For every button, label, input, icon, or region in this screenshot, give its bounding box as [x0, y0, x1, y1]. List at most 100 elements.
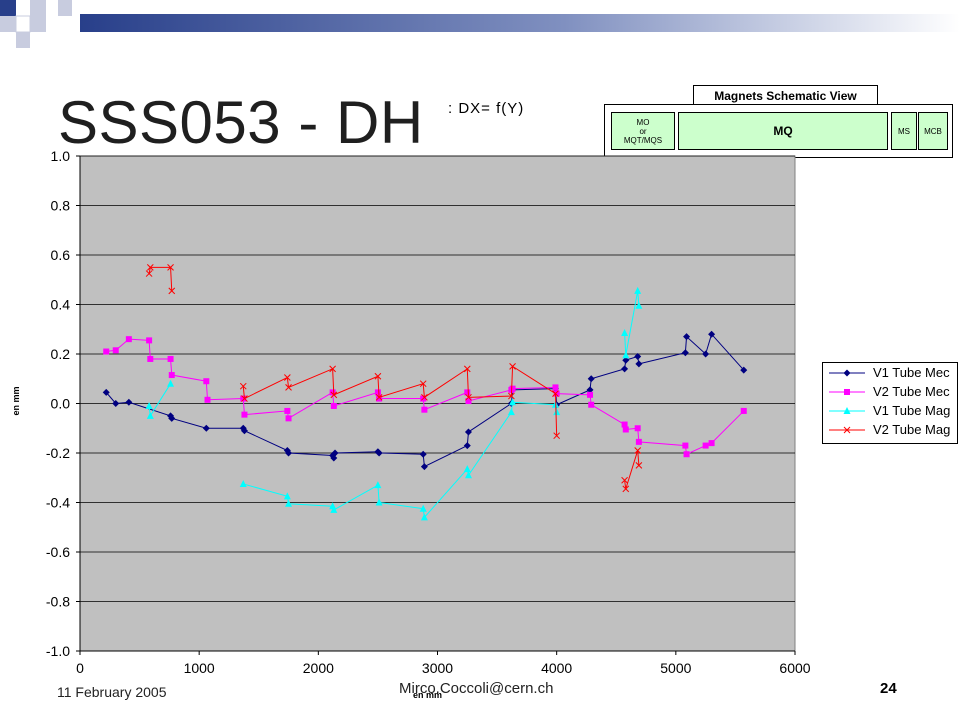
data-point: [125, 398, 133, 406]
data-point: [374, 481, 382, 489]
marker-stroke: [421, 393, 428, 401]
data-point: [145, 401, 153, 409]
x-tick-label: 3000: [422, 660, 453, 676]
marker-stroke: [553, 432, 561, 440]
data-point: [203, 378, 210, 385]
data-point: [621, 476, 628, 484]
marker-stroke: [634, 447, 642, 454]
data-point: [204, 396, 211, 403]
data-point: [465, 393, 472, 401]
data-point: [239, 382, 247, 390]
x-tick-label: 1000: [184, 660, 215, 676]
legend-item: V2 Tube Mec: [827, 383, 955, 401]
y-tick-label: -1.0: [46, 643, 70, 659]
data-point: [420, 513, 428, 521]
marker-stroke: [552, 390, 559, 397]
data-point: [103, 348, 110, 355]
data-point: [464, 389, 471, 396]
legend-label: V1 Tube Mag: [873, 403, 951, 418]
data-point: [285, 499, 293, 507]
data-point: [463, 465, 471, 473]
data-point: [708, 330, 716, 338]
series-v1-tube-mag: [145, 286, 643, 521]
deco-square: [30, 16, 46, 32]
magnet-label: MS: [898, 126, 910, 136]
data-point: [331, 449, 339, 457]
data-point: [167, 355, 174, 362]
data-point: [622, 351, 630, 359]
data-point: [588, 401, 595, 408]
marker-stroke: [419, 380, 427, 388]
chart-subtitle: : DX= f(Y): [448, 100, 525, 117]
marker-stroke: [146, 264, 154, 271]
data-point: [682, 442, 689, 449]
data-point: [375, 393, 383, 401]
series-line: [242, 365, 558, 436]
data-point: [634, 425, 641, 432]
y-tick-label: 0.4: [51, 297, 71, 313]
data-point: [145, 270, 153, 277]
data-point: [702, 442, 709, 449]
data-point: [374, 389, 381, 396]
y-tick-label: 0.2: [51, 346, 71, 362]
marker-stroke: [463, 365, 471, 373]
data-point: [167, 379, 175, 387]
data-point: [635, 438, 642, 445]
data-point: [509, 398, 517, 406]
data-point: [419, 504, 427, 512]
x-tick-label: 0: [76, 660, 84, 676]
x-tick-label: 4000: [541, 660, 572, 676]
legend-swatch-v1-mec: [829, 369, 865, 377]
data-point: [740, 407, 747, 414]
legend-item: V2 Tube Mag: [827, 421, 955, 439]
marker-stroke: [843, 426, 851, 434]
legend-swatch-v2-mec: [829, 389, 865, 395]
slide-decoration: [0, 0, 960, 48]
data-point: [376, 395, 383, 402]
data-point: [634, 352, 642, 360]
data-point: [330, 402, 337, 409]
marker-stroke: [168, 287, 176, 295]
marker-stroke: [241, 395, 248, 402]
footer-author: Mirco.Coccoli@cern.ch: [399, 680, 554, 697]
data-point: [285, 415, 292, 422]
magnet-label: MCB: [924, 126, 942, 136]
magnet-label: MO or MQT/MQS: [623, 117, 663, 145]
data-point: [587, 375, 595, 383]
legend-swatch-v1-mag: [829, 407, 865, 414]
data-point: [168, 287, 176, 295]
data-point: [586, 386, 594, 394]
deco-square: [0, 16, 16, 32]
marker-stroke: [622, 485, 630, 493]
legend-label: V2 Tube Mag: [873, 422, 951, 437]
data-point: [241, 395, 248, 402]
marker-stroke: [375, 393, 383, 401]
data-point: [681, 349, 689, 357]
legend-marker: [843, 369, 851, 377]
magnets-schematic: MO or MQT/MQS MQ MS MCB: [604, 104, 953, 158]
data-point: [465, 398, 472, 405]
data-point: [635, 301, 643, 309]
marker-stroke: [508, 392, 515, 400]
series-v2-tube-mag: [145, 264, 643, 493]
y-tick-label: 0.6: [51, 247, 71, 263]
legend-label: V2 Tube Mec: [873, 384, 950, 399]
x-tick-label: 5000: [660, 660, 691, 676]
data-point: [330, 454, 338, 462]
legend: V1 Tube Mec V2 Tube Mec V1 Tube Mag V2 T…: [822, 362, 958, 444]
data-point: [622, 426, 629, 433]
data-point: [285, 384, 292, 391]
data-point: [168, 372, 175, 379]
data-point: [553, 390, 560, 397]
header-gradient-bar: [80, 14, 960, 32]
data-point: [102, 388, 110, 396]
data-point: [374, 372, 382, 380]
data-point: [621, 421, 628, 428]
data-point: [621, 328, 629, 336]
legend-marker: [843, 407, 851, 414]
data-point: [375, 449, 383, 457]
x-axis-label: en mm: [413, 690, 443, 700]
data-point: [283, 492, 291, 500]
marker-stroke: [635, 462, 643, 469]
